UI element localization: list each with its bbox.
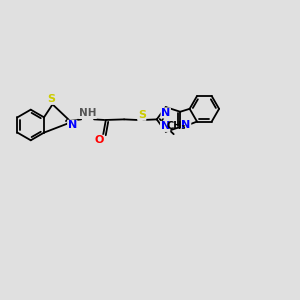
Text: S: S [47, 94, 55, 104]
Text: N: N [68, 120, 77, 130]
Text: NH: NH [79, 109, 96, 118]
Text: O: O [95, 135, 104, 145]
Text: N: N [160, 122, 170, 131]
Text: N: N [182, 120, 191, 130]
Text: N: N [161, 108, 170, 118]
Text: S: S [138, 110, 146, 120]
Text: CH₃: CH₃ [166, 121, 186, 131]
